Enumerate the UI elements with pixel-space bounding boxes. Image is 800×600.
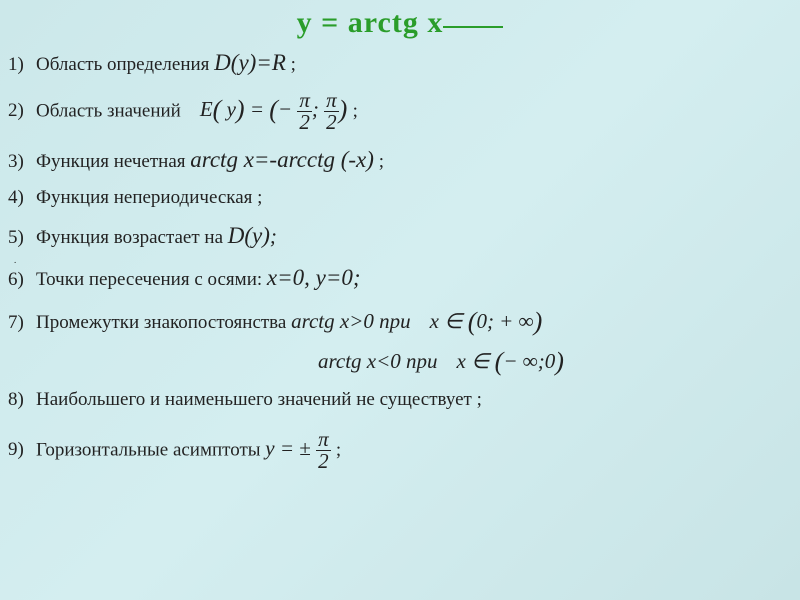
item-9: 9) Горизонтальные асимптоты y = ± π2 ; [8,429,792,472]
item-num: 6) [8,269,36,291]
asymptote-expr: y = ± π2 [265,436,336,460]
item-text: Область определения D(y)=R ; [36,50,792,76]
stray-dot: . [14,255,792,265]
item-text: Точки пересечения с осями: x=0, y=0; [36,265,792,291]
item-7b: arctg x<0 при x ∈ (− ∞;0) [318,345,792,375]
interval-2: x ∈ (− ∞;0) [457,349,564,373]
item-num: 1) [8,54,36,76]
item-text: Функция нечетная arctg x=-arcctg (-x) ; [36,147,792,173]
item-text: Наибольшего и наименьшего значений не су… [36,389,792,411]
page-title: y = arctg x [0,0,800,40]
item-text: Промежутки знакопостоянства arctg x>0 пр… [36,305,792,335]
item-num: 9) [8,439,36,461]
item-6: 6) Точки пересечения с осями: x=0, y=0; [8,265,792,291]
item-8: 8) Наибольшего и наименьшего значений не… [8,389,792,411]
interval-1: x ∈ (0; + ∞) [430,309,543,333]
item-7: 7) Промежутки знакопостоянства arctg x>0… [8,305,792,335]
item-1: 1) Область определения D(y)=R ; [8,50,792,76]
item-3: 3) Функция нечетная arctg x=-arcctg (-x)… [8,147,792,173]
range-expr: E( y) = (− π2; π2) [200,97,353,121]
item-num: 4) [8,187,36,209]
item-text: Функция возрастает на D(y); [36,223,792,249]
item-text: Область значений E( y) = (− π2; π2) ; [36,90,792,133]
item-num: 7) [8,312,36,334]
item-num: 2) [8,100,36,122]
item-num: 8) [8,389,36,411]
item-num: 3) [8,151,36,173]
item-num: 5) [8,227,36,249]
item-5: 5) Функция возрастает на D(y); [8,223,792,249]
item-text: Горизонтальные асимптоты y = ± π2 ; [36,429,792,472]
title-underline [443,26,503,28]
item-2: 2) Область значений E( y) = (− π2; π2) ; [8,90,792,133]
item-4: 4) Функция непериодическая ; [8,187,792,209]
item-text: Функция непериодическая ; [36,187,792,209]
property-list: 1) Область определения D(y)=R ; 2) Облас… [0,40,800,472]
title-text: y = arctg x [297,6,444,39]
